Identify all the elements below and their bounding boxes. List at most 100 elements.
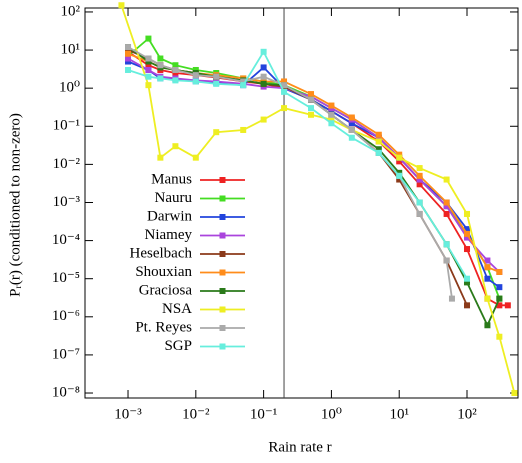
x-tick-label: 10² [457, 406, 477, 422]
data-point [443, 199, 450, 206]
data-point [157, 55, 164, 62]
data-point [511, 390, 518, 397]
data-point [145, 58, 152, 65]
data-point [348, 126, 355, 133]
y-tick-label: 10⁻³ [53, 194, 81, 210]
data-point [464, 246, 471, 253]
data-point [484, 295, 491, 302]
x-tick-label: 10⁻² [182, 406, 210, 422]
x-tick-label: 10⁰ [321, 406, 342, 422]
data-point [145, 73, 152, 80]
x-tick-label: 10¹ [389, 406, 409, 422]
data-point [281, 82, 288, 89]
data-point [396, 176, 403, 183]
data-point [125, 66, 132, 73]
data-point [328, 116, 335, 123]
data-point [308, 91, 315, 98]
data-point [328, 120, 335, 127]
legend-marker [219, 251, 226, 257]
data-point [260, 64, 267, 71]
data-point [260, 116, 267, 123]
data-point [396, 169, 403, 176]
data-point [443, 203, 450, 210]
legend-marker [219, 195, 226, 202]
data-point [396, 172, 403, 179]
data-point [496, 295, 503, 302]
data-point [125, 44, 132, 51]
data-point [416, 199, 423, 206]
data-point [348, 114, 355, 121]
data-point [496, 284, 503, 291]
data-point [484, 275, 491, 282]
data-point [416, 176, 423, 183]
data-point [145, 55, 152, 62]
data-point [328, 102, 335, 109]
data-point [348, 120, 355, 127]
data-point [125, 58, 132, 65]
plot-frame [84, 7, 519, 399]
data-point [464, 279, 471, 286]
data-point [145, 62, 152, 69]
y-tick-label: 10² [61, 3, 81, 19]
data-point [157, 154, 164, 161]
y-axis-label: Pᵣ(r) (conditioned to non-zero) [7, 113, 23, 297]
data-point [260, 73, 267, 80]
data-point [396, 154, 403, 161]
data-point [260, 48, 267, 55]
data-point [484, 264, 491, 271]
data-point [496, 302, 503, 309]
data-point [328, 108, 335, 115]
data-point [172, 143, 179, 150]
data-point [281, 78, 288, 85]
legend-label: Manus [151, 171, 192, 187]
legend-marker [219, 343, 226, 350]
data-point [496, 333, 503, 340]
data-point [464, 275, 471, 282]
data-point [464, 226, 471, 233]
data-point [416, 210, 423, 217]
legend-label: Darwin [147, 208, 192, 224]
data-point [192, 78, 199, 85]
data-point [484, 322, 491, 329]
data-point [125, 55, 132, 62]
data-point [308, 105, 315, 112]
data-point [213, 80, 220, 87]
data-point [375, 131, 382, 138]
data-point [443, 176, 450, 183]
data-point [281, 88, 288, 95]
data-point [416, 165, 423, 172]
data-point [172, 77, 179, 84]
legend-label: Niamey [145, 227, 193, 243]
data-point [496, 268, 503, 275]
data-point [448, 295, 455, 302]
legend-marker [219, 232, 226, 239]
y-tick-label: 10⁻⁸ [52, 384, 80, 400]
y-tick-label: 10¹ [61, 41, 81, 57]
data-point [172, 62, 179, 69]
data-point [192, 154, 199, 161]
data-point [118, 2, 125, 9]
legend-label: Shouxian [135, 264, 192, 280]
data-point [240, 82, 247, 89]
data-point [443, 257, 450, 264]
y-tick-label: 10⁻² [53, 156, 81, 172]
data-point [157, 75, 164, 82]
legend-marker [219, 177, 226, 183]
y-tick-label: 10⁻¹ [53, 118, 80, 134]
legend-label: SGP [164, 338, 192, 354]
data-point [145, 82, 152, 89]
data-point [172, 70, 179, 77]
y-tick-label: 10⁻⁴ [52, 232, 80, 248]
series-line [120, 4, 516, 394]
data-point [504, 302, 511, 309]
legend-label: Pt. Reyes [135, 319, 192, 335]
data-point [464, 234, 471, 241]
data-point [375, 134, 382, 141]
legend-label: Graciosa [139, 282, 193, 298]
data-point [416, 181, 423, 188]
data-point [416, 172, 423, 179]
data-point [396, 151, 403, 158]
data-point [192, 66, 199, 73]
legend-label: Nauru [155, 190, 193, 206]
